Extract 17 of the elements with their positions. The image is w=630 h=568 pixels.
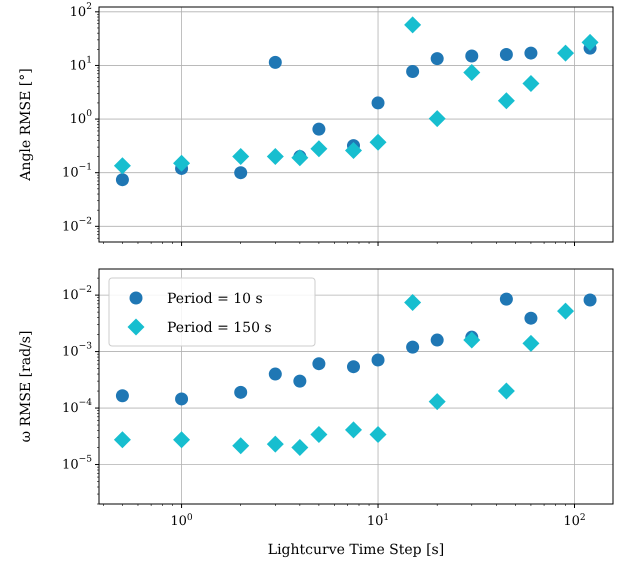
x-tick-label: 10$^{2}$ <box>563 513 586 529</box>
y-tick-label: 10$^{0}$ <box>70 109 92 127</box>
y-tick-label: 10$^{−1}$ <box>62 162 92 180</box>
y-tick-label: 10$^{−2}$ <box>62 216 92 234</box>
legend-label: Period = 10 s <box>167 291 263 307</box>
x-tick-label: 10$^{1}$ <box>366 513 390 529</box>
x-axis-title: Lightcurve Time Step [s] <box>268 542 444 558</box>
y-axis-title: ω RMSE [rad/s] <box>18 330 34 442</box>
y-axis-title: Angle RMSE [°] <box>18 68 34 182</box>
y-tick-label: 10$^{−4}$ <box>62 398 92 416</box>
y-tick-label: 10$^{−3}$ <box>62 342 92 360</box>
y-tick-label: 10$^{2}$ <box>70 2 92 20</box>
x-tick-label: 10$^{0}$ <box>170 513 193 529</box>
y-tick-label: 10$^{−2}$ <box>62 285 92 303</box>
y-tick-label: 10$^{1}$ <box>70 55 92 73</box>
y-tick-label: 10$^{−5}$ <box>62 454 92 472</box>
legend-label: Period = 150 s <box>167 320 272 336</box>
